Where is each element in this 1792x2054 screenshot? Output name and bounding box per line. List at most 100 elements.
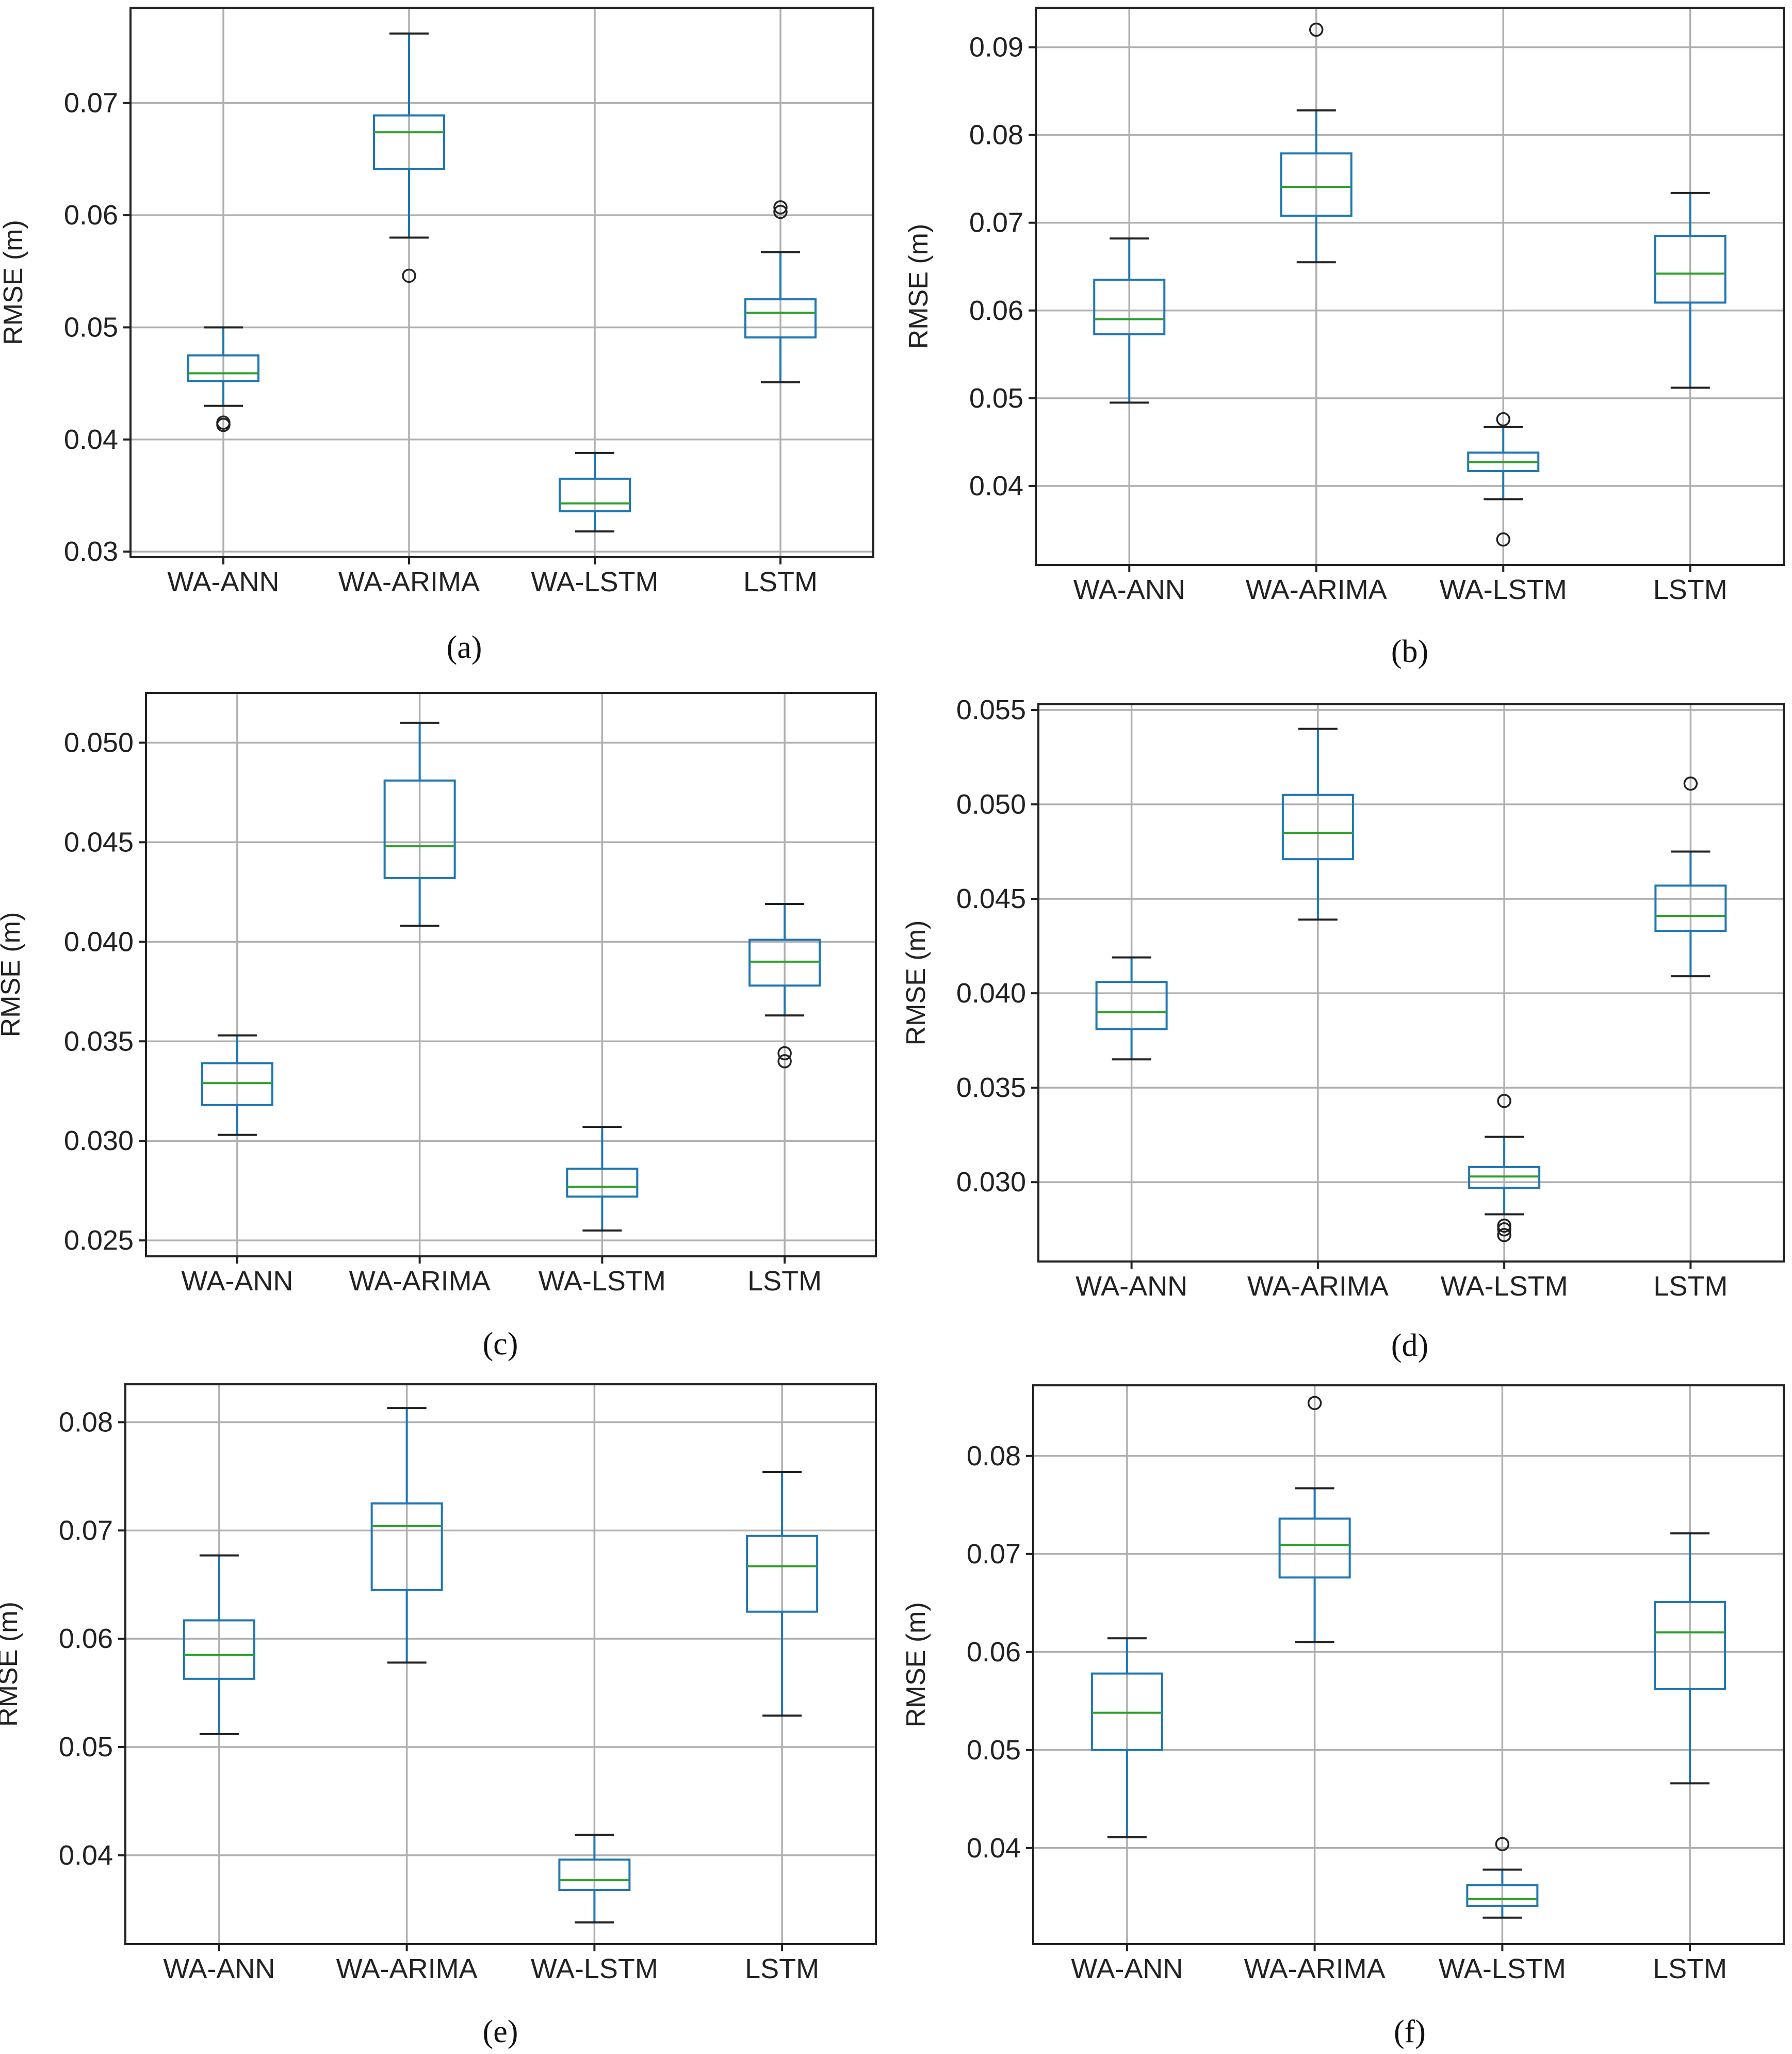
plot-frame [124,1383,877,1945]
box-iqr [370,1502,443,1591]
panel-caption: (f) [1394,2014,1426,2049]
x-tick-label: WA-ANN [1073,574,1185,605]
outlier-point [402,268,416,283]
x-tick-label: LSTM [1653,574,1728,605]
y-tick-label: 0.07 [969,207,1023,238]
panel-c: 0.025 0.030 0.035 0.040 0.045 0.050 WA-ANN WA-A… [0,692,877,1362]
box-iqr [1654,235,1726,304]
box-iqr [746,1534,819,1613]
y-tick-label: 0.07 [967,1539,1021,1570]
y-tick-label: 0.06 [969,295,1023,326]
box-iqr [1095,981,1168,1030]
y-tick-label: 0.07 [64,88,118,119]
panel-b: 0.04 0.05 0.06 0.07 0.08 0.09 WA-ANN WA-ARIMA WA… [904,7,1785,669]
panel-caption: (e) [483,2014,518,2049]
y-axis-label: RMSE (m) [901,1602,931,1727]
x-tick-label: WA-ANN [163,1953,275,1984]
panel-d: 0.030 0.035 0.040 0.045 0.050 0.055 WA-ANN WA-A… [901,694,1785,1363]
y-tick-label: 0.08 [969,120,1023,151]
x-tick-label: WA-ARIMA [338,567,480,597]
y-tick-label: 0.05 [969,383,1023,414]
box-iqr [558,1858,631,1891]
y-axis-label: RMSE (m) [901,920,931,1046]
outlier-point [1683,777,1698,791]
x-tick-label: WA-ANN [1076,1271,1187,1302]
box-iqr [373,114,445,170]
x-tick-label: WA-ARIMA [349,1266,491,1297]
x-tick-label: LSTM [745,1953,819,1984]
y-axis-label: RMSE (m) [0,220,28,345]
y-tick-label: 0.030 [64,1125,134,1156]
y-tick-label: 0.05 [64,312,118,343]
outlier-point [1497,1227,1511,1242]
box-iqr [1654,1600,1726,1690]
box-iqr [1093,279,1166,335]
box-iqr [1281,794,1354,861]
x-tick-label: LSTM [1653,1953,1727,1984]
y-tick-label: 0.04 [969,471,1023,502]
outlier-point [1309,22,1324,37]
panel-caption: (b) [1391,634,1428,669]
x-tick-label: WA-LSTM [1441,1271,1568,1302]
panel-caption: (a) [447,630,482,665]
y-tick-label: 0.06 [59,1623,113,1654]
y-axis-label: RMSE (m) [0,912,26,1038]
x-tick-label: WA-ANN [181,1266,293,1297]
outlier-point [773,204,788,219]
box-iqr [1280,152,1353,217]
y-tick-label: 0.05 [59,1732,113,1762]
outlier-point [1496,412,1510,427]
outlier-point [1497,1222,1511,1237]
y-tick-label: 0.06 [64,200,118,231]
x-tick-label: WA-LSTM [1439,1953,1566,1984]
outlier-point [1307,1396,1322,1410]
x-tick-label: WA-LSTM [1440,574,1567,605]
box-iqr [1466,1884,1539,1907]
y-tick-label: 0.05 [967,1735,1021,1766]
y-tick-label: 0.040 [956,978,1026,1009]
panel-caption: (d) [1391,1328,1428,1363]
x-tick-label: WA-ARIMA [1246,574,1387,605]
outlier-point [777,1054,792,1069]
box-iqr [1654,884,1727,932]
box-iqr [183,1619,255,1680]
plot-frame [1032,1384,1785,1945]
y-tick-label: 0.030 [956,1167,1026,1198]
outlier-point [773,200,788,215]
x-tick-label: WA-LSTM [531,1953,658,1984]
y-tick-label: 0.04 [64,424,118,455]
y-tick-label: 0.06 [967,1637,1021,1668]
panel-f: 0.04 0.05 0.06 0.07 0.08 WA-ANN WA-ARIMA WA-LST… [901,1384,1785,2049]
box-iqr [744,298,817,339]
y-tick-label: 0.045 [956,883,1026,914]
y-tick-label: 0.035 [956,1072,1026,1103]
outlier-point [1497,1218,1511,1233]
x-tick-label: WA-ARIMA [1244,1953,1386,1984]
y-tick-label: 0.055 [956,694,1026,725]
y-tick-label: 0.08 [967,1441,1021,1471]
y-axis-label: RMSE (m) [0,1602,23,1727]
x-tick-label: WA-LSTM [539,1266,666,1297]
x-tick-label: WA-ANN [168,567,280,597]
plot-frame [1035,7,1785,566]
y-tick-label: 0.045 [64,827,134,858]
y-tick-label: 0.040 [64,926,134,957]
y-tick-label: 0.035 [64,1026,134,1057]
outlier-point [1497,1094,1511,1108]
y-tick-label: 0.04 [59,1840,113,1871]
outlier-point [1495,1837,1510,1851]
box-iqr [559,477,631,512]
box-iqr [566,1168,639,1198]
x-tick-label: WA-ANN [1071,1953,1183,1984]
x-tick-label: LSTM [747,1266,822,1297]
x-tick-label: WA-ARIMA [336,1953,478,1984]
y-tick-label: 0.050 [956,789,1026,820]
panel-e: 0.04 0.05 0.06 0.07 0.08 WA-ANN WA-ARIMA WA-LST… [0,1383,877,2049]
y-tick-label: 0.03 [64,536,118,567]
y-tick-label: 0.04 [967,1833,1021,1864]
y-axis-label: RMSE (m) [904,224,934,349]
plot-frame [1037,703,1785,1263]
panel-a: 0.03 0.04 0.05 0.06 0.07 WA-ANN WA-ARIMA WA-LST… [0,7,874,665]
panel-caption: (c) [483,1327,518,1362]
